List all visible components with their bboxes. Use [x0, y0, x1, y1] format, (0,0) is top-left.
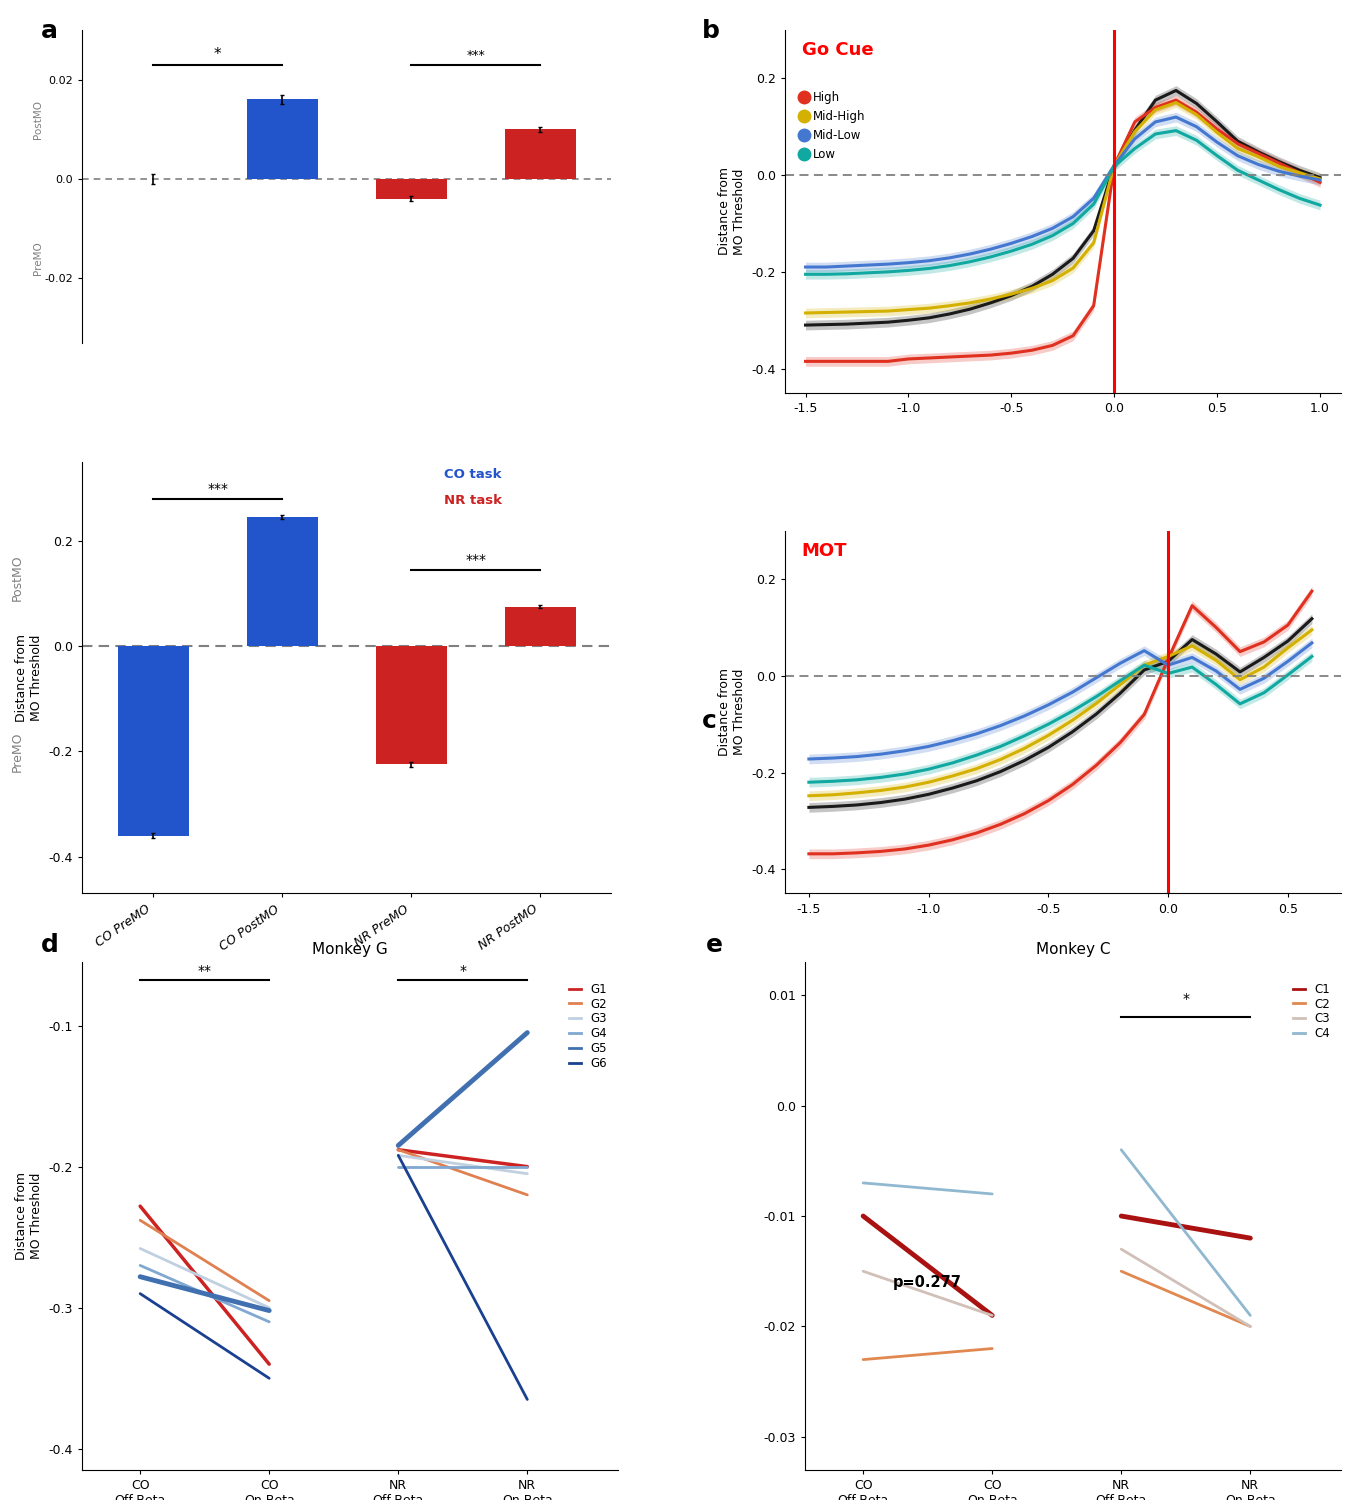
Text: e: e: [706, 933, 722, 957]
Text: a: a: [41, 18, 57, 42]
Text: *: *: [1182, 992, 1189, 1006]
Text: ***: ***: [466, 50, 486, 63]
Y-axis label: Distance from
MO Threshold: Distance from MO Threshold: [15, 1172, 44, 1260]
Bar: [505, 129, 576, 178]
Legend: G1, G2, G3, G4, G5, G6: G1, G2, G3, G4, G5, G6: [565, 978, 611, 1074]
Text: *: *: [460, 963, 466, 978]
Text: **: **: [198, 963, 212, 978]
Text: c: c: [702, 708, 717, 732]
Legend: C1, C2, C3, C4: C1, C2, C3, C4: [1289, 978, 1335, 1046]
Title: Monkey G: Monkey G: [312, 942, 387, 957]
Text: PreMO: PreMO: [33, 242, 44, 274]
Y-axis label: Distance from
MO Threshold: Distance from MO Threshold: [15, 633, 44, 722]
Text: b: b: [702, 18, 720, 42]
Text: CO task: CO task: [443, 468, 501, 480]
Title: Monkey C: Monkey C: [1036, 942, 1109, 957]
Text: PostMO: PostMO: [33, 100, 44, 140]
Text: Go Cue: Go Cue: [802, 40, 873, 58]
Bar: [118, 646, 189, 836]
Y-axis label: Distance from
MO Threshold: Distance from MO Threshold: [718, 168, 746, 255]
Text: p=0.277: p=0.277: [893, 1275, 962, 1290]
Bar: [246, 518, 317, 646]
Bar: [376, 646, 447, 765]
Text: ***: ***: [207, 482, 228, 496]
Bar: [376, 178, 447, 198]
Text: PostMO: PostMO: [11, 555, 25, 602]
Bar: [246, 99, 317, 178]
Text: *: *: [213, 48, 222, 63]
Y-axis label: Distance from
MO Threshold: Distance from MO Threshold: [718, 668, 746, 756]
Text: d: d: [41, 933, 59, 957]
Text: PreMO: PreMO: [11, 730, 25, 771]
Text: MOT: MOT: [802, 542, 847, 560]
Bar: [505, 606, 576, 646]
Text: ***: ***: [465, 554, 486, 567]
Text: NR task: NR task: [443, 494, 502, 507]
Legend: High, Mid-High, Mid-Low, Low: High, Mid-High, Mid-Low, Low: [796, 87, 870, 166]
